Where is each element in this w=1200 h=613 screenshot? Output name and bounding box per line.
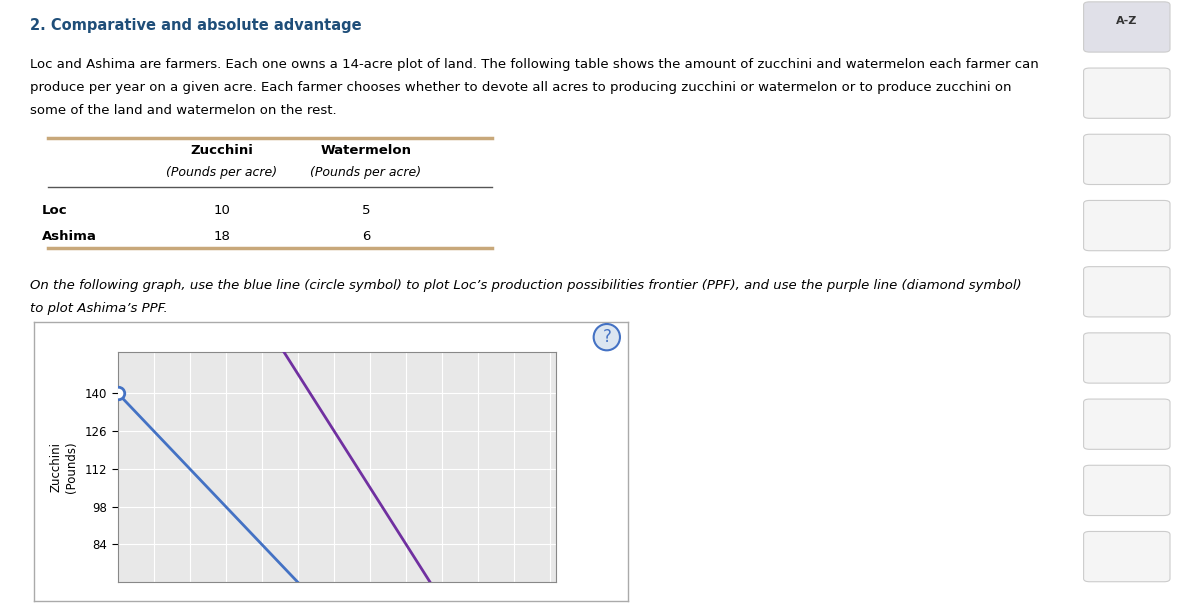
- Text: Watermelon: Watermelon: [320, 144, 412, 157]
- Text: (Pounds per acre): (Pounds per acre): [167, 166, 277, 178]
- Text: Ashima's PPF: Ashima's PPF: [456, 495, 538, 508]
- Text: Loc: Loc: [42, 204, 67, 216]
- Text: 5: 5: [361, 204, 371, 216]
- Text: ?: ?: [602, 328, 611, 346]
- Text: 18: 18: [214, 230, 230, 243]
- Text: Ashima: Ashima: [42, 230, 97, 243]
- Text: 10: 10: [214, 204, 230, 216]
- Text: produce per year on a given acre. Each farmer chooses whether to devote all acre: produce per year on a given acre. Each f…: [30, 81, 1012, 94]
- Text: to plot Ashima’s PPF.: to plot Ashima’s PPF.: [30, 302, 168, 314]
- Text: some of the land and watermelon on the rest.: some of the land and watermelon on the r…: [30, 104, 337, 116]
- Text: A-Z: A-Z: [1116, 17, 1138, 26]
- Text: Loc's PPF: Loc's PPF: [468, 411, 526, 424]
- Text: (Pounds per acre): (Pounds per acre): [311, 166, 421, 178]
- Text: Loc and Ashima are farmers. Each one owns a 14-acre plot of land. The following : Loc and Ashima are farmers. Each one own…: [30, 58, 1039, 71]
- Text: On the following graph, use the blue line (circle symbol) to plot Loc’s producti: On the following graph, use the blue lin…: [30, 279, 1021, 292]
- Text: Zucchini: Zucchini: [191, 144, 253, 157]
- Text: 2. Comparative and absolute advantage: 2. Comparative and absolute advantage: [30, 18, 361, 33]
- Y-axis label: Zucchini
(Pounds): Zucchini (Pounds): [49, 441, 78, 493]
- Text: 6: 6: [362, 230, 370, 243]
